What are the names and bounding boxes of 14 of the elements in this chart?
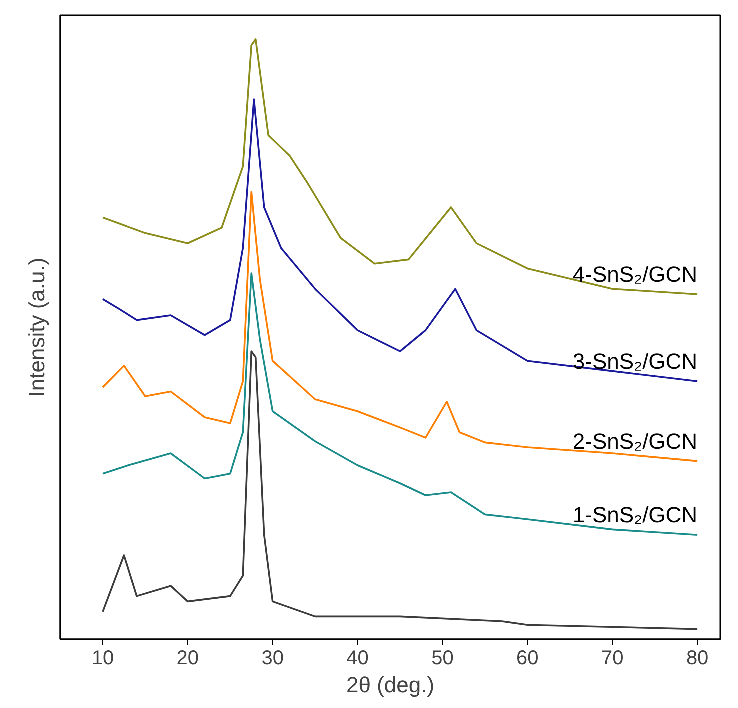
series-label: 2-SnS₂/GCN bbox=[572, 428, 698, 454]
y-axis-title: Intensity (a.u.) bbox=[24, 258, 50, 398]
x-tick-label: 50 bbox=[432, 648, 454, 670]
x-tick-label: 40 bbox=[346, 648, 369, 670]
series-label: 1-SnS₂/GCN bbox=[572, 502, 698, 528]
x-tick-label: 20 bbox=[176, 648, 200, 670]
x-axis-title: 2θ (deg.) bbox=[346, 672, 435, 698]
series-label: 3-SnS₂/GCN bbox=[572, 349, 698, 374]
x-tick-label: 10 bbox=[92, 648, 114, 670]
x-tick-label: 60 bbox=[516, 648, 539, 670]
x-tick-label: 80 bbox=[686, 648, 709, 670]
x-tick-label: 30 bbox=[262, 648, 284, 670]
series-label: 4-SnS₂/GCN bbox=[572, 262, 698, 288]
x-tick-label: 70 bbox=[602, 648, 624, 670]
